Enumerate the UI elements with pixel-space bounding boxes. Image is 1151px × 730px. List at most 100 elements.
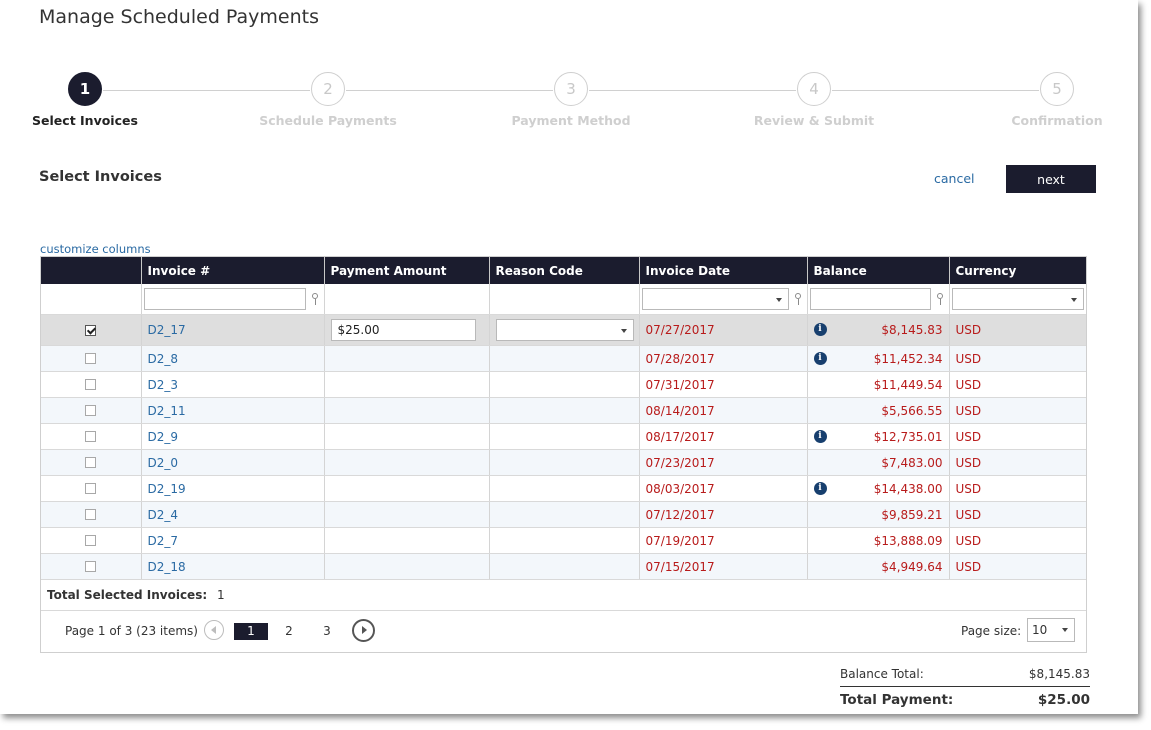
payment-amount-input[interactable] (330, 319, 476, 341)
invoice-link[interactable]: D2_8 (147, 351, 179, 366)
currency: USD (949, 475, 1086, 502)
column-header-balance[interactable]: Balance (807, 257, 950, 284)
row-checkbox[interactable] (85, 431, 97, 442)
filter-cell (41, 284, 142, 315)
chevron-down-icon (1062, 628, 1068, 632)
row-checkbox[interactable] (85, 509, 97, 520)
invoice-date-filter-select[interactable] (641, 288, 789, 310)
invoice-date: 07/15/2017 (639, 553, 808, 580)
filter-cell (489, 284, 640, 315)
balance-cell: i $12,735.01 (807, 423, 950, 450)
reason-code-select[interactable] (495, 319, 634, 341)
invoices-table: Invoice # Payment Amount Reason Code Inv… (41, 257, 1086, 580)
currency: USD (949, 527, 1086, 554)
column-header-payment-amount[interactable]: Payment Amount (324, 257, 490, 284)
invoice-date: 08/14/2017 (639, 397, 808, 424)
column-header-invoice-date[interactable]: Invoice Date (639, 257, 808, 284)
row-checkbox[interactable] (85, 324, 97, 336)
row-checkbox[interactable] (85, 561, 97, 572)
invoice-link[interactable]: D2_0 (147, 455, 179, 470)
invoice-link[interactable]: D2_18 (147, 559, 186, 574)
balance-value: $5,566.55 (807, 397, 950, 424)
table-row[interactable]: D2_18 07/15/2017 $4,949.64 USD (41, 553, 1086, 580)
filter-pin-icon[interactable] (794, 292, 803, 306)
info-icon[interactable]: i (813, 481, 827, 495)
cancel-link[interactable]: cancel (934, 171, 975, 186)
currency: USD (949, 345, 1086, 372)
invoice-link[interactable]: D2_11 (147, 403, 186, 418)
step-number: 1 (68, 72, 102, 106)
table-row[interactable]: D2_4 07/12/2017 $9,859.21 USD (41, 501, 1086, 528)
column-header-select[interactable] (41, 257, 142, 284)
column-header-reason-code[interactable]: Reason Code (489, 257, 640, 284)
payment-amount-cell (324, 553, 490, 580)
page-size-select[interactable]: 10 (1027, 618, 1075, 642)
pager-info: Page 1 of 3 (23 items) (65, 624, 198, 638)
filter-cell (807, 284, 950, 315)
filter-pin-icon[interactable] (311, 292, 320, 306)
row-checkbox[interactable] (85, 353, 97, 364)
table-row[interactable]: D2_3 07/31/2017 $11,449.54 USD (41, 371, 1086, 398)
currency: USD (949, 314, 1086, 346)
reason-code-cell (489, 527, 640, 554)
invoices-grid: Invoice # Payment Amount Reason Code Inv… (40, 256, 1087, 653)
info-icon[interactable]: i (813, 351, 827, 365)
section-title: Select Invoices (39, 169, 162, 185)
balance-value: $9,859.21 (807, 501, 950, 528)
payment-amount-cell (324, 371, 490, 398)
row-checkbox[interactable] (85, 535, 97, 546)
prev-page-icon[interactable] (204, 620, 224, 640)
step-number: 5 (1040, 72, 1074, 106)
step-connector (346, 90, 553, 91)
reason-code-cell (489, 423, 640, 450)
page-3-button[interactable]: 3 (323, 624, 331, 638)
chevron-down-icon (1071, 298, 1077, 302)
customize-columns-link[interactable]: customize columns (40, 242, 151, 256)
currency: USD (949, 449, 1086, 476)
filter-pin-icon[interactable] (936, 292, 945, 306)
table-row[interactable]: D2_9 08/17/2017 i $12,735.01 USD (41, 423, 1086, 450)
info-icon[interactable]: i (813, 429, 827, 443)
invoice-date: 07/27/2017 (639, 314, 808, 346)
invoice-link[interactable]: D2_19 (147, 481, 186, 496)
next-button[interactable]: next (1006, 165, 1096, 193)
invoice-link[interactable]: D2_17 (147, 323, 186, 337)
balance-value: $13,888.09 (807, 527, 950, 554)
column-header-currency[interactable]: Currency (949, 257, 1086, 284)
table-row[interactable]: D2_7 07/19/2017 $13,888.09 USD (41, 527, 1086, 554)
payment-amount-cell (324, 449, 490, 476)
table-row[interactable]: D2_17 07/27/2017 i $8,145.83 USD (41, 314, 1086, 346)
table-row[interactable]: D2_8 07/28/2017 i $11,452.34 USD (41, 345, 1086, 372)
step-connector (103, 90, 310, 91)
column-header-invoice[interactable]: Invoice # (141, 257, 325, 284)
step-connector (832, 90, 1039, 91)
info-icon[interactable]: i (813, 323, 827, 336)
next-page-icon[interactable] (352, 619, 375, 642)
currency: USD (949, 553, 1086, 580)
page-2-button[interactable]: 2 (285, 624, 293, 638)
balance-filter-input[interactable] (809, 288, 931, 310)
invoice-link[interactable]: D2_7 (147, 533, 179, 548)
balance-value: $12,735.01 (873, 429, 943, 444)
invoice-link[interactable]: D2_9 (147, 429, 179, 444)
row-checkbox[interactable] (85, 457, 97, 468)
row-checkbox[interactable] (85, 405, 97, 416)
payment-amount-cell (324, 423, 490, 450)
reason-code-cell (489, 397, 640, 424)
reason-code-cell (489, 553, 640, 580)
invoice-date: 08/17/2017 (639, 423, 808, 450)
reason-code-cell (489, 449, 640, 476)
table-row[interactable]: D2_11 08/14/2017 $5,566.55 USD (41, 397, 1086, 424)
invoice-link[interactable]: D2_3 (147, 377, 179, 392)
currency: USD (949, 371, 1086, 398)
page-title: Manage Scheduled Payments (39, 6, 319, 28)
page-1-button[interactable]: 1 (234, 623, 268, 640)
invoice-link[interactable]: D2_4 (147, 507, 179, 522)
currency-filter-select[interactable] (951, 288, 1084, 310)
table-row[interactable]: D2_0 07/23/2017 $7,483.00 USD (41, 449, 1086, 476)
row-checkbox[interactable] (85, 379, 97, 390)
invoice-filter-input[interactable] (143, 288, 306, 310)
row-checkbox[interactable] (85, 483, 97, 494)
table-row[interactable]: D2_19 08/03/2017 i $14,438.00 USD (41, 475, 1086, 502)
step-review-submit: 4 Review & Submit (734, 72, 894, 128)
